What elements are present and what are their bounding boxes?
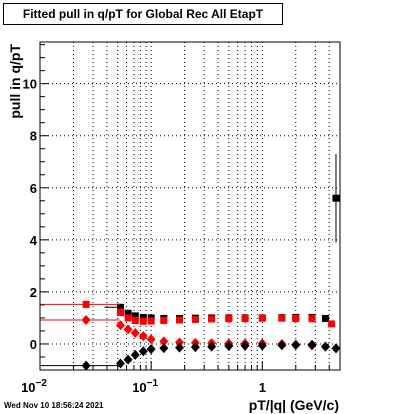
series-3 [40,339,341,371]
x-tick-label: 10−1 [132,378,158,395]
data-point [159,343,169,354]
data-point [81,315,91,326]
data-point [207,341,217,352]
plot-frame [39,41,341,371]
data-point [123,354,133,365]
data-point [146,344,156,355]
data-point [292,314,300,322]
data-point [278,314,286,322]
data-point [258,314,266,322]
data-point [139,313,147,321]
series-1 [40,300,336,328]
data-point [159,336,169,347]
y-tick-label: 0 [30,337,37,352]
x-tick-label: 1 [259,380,266,395]
data-point [82,300,90,308]
timestamp: Wed Nov 10 18:56:24 2021 [4,401,104,410]
data-point [160,317,168,325]
x-axis-title: pT/|q| (GeV/c) [249,397,339,413]
data-point [176,316,184,324]
data-point [240,340,250,351]
data-point [124,309,132,317]
data-point [131,317,139,325]
y-tick-label: 6 [30,181,37,196]
data-point [332,194,340,202]
data-marks [40,153,341,371]
data-point [277,340,287,351]
data-point [308,315,316,323]
data-point [131,312,139,320]
data-point [117,303,125,311]
data-point [124,314,132,322]
data-point [138,346,148,357]
data-point [320,341,330,352]
data-point [241,314,249,322]
data-point [224,341,234,352]
y-axis-title: pull in q/pT [7,44,23,119]
data-point [116,358,126,369]
data-point [175,337,185,348]
data-point [146,334,156,345]
data-point [81,360,91,371]
data-point [117,308,125,316]
data-point [291,340,301,351]
data-point [138,331,148,342]
data-point [225,315,233,323]
data-point [130,328,140,339]
data-point [116,320,126,331]
data-point [307,339,317,350]
y-tick-label: 8 [30,129,37,144]
y-tick-label: 2 [30,285,37,300]
data-point [208,315,216,323]
data-point [331,343,341,354]
data-point [123,324,133,335]
x-tick-label: 10−2 [21,378,47,395]
data-point [191,315,199,323]
data-point [190,342,200,353]
series-0 [104,153,340,322]
data-point [147,317,155,325]
data-point [175,342,185,353]
data-point [321,314,329,322]
data-point [257,340,267,351]
data-point [139,317,147,325]
chart-title: Fitted pull in q/pT for Global Rec All E… [3,3,283,25]
data-point [328,320,336,328]
y-tick-label: 10 [23,77,37,92]
y-tick-label: 4 [30,233,38,248]
data-point [130,349,140,360]
